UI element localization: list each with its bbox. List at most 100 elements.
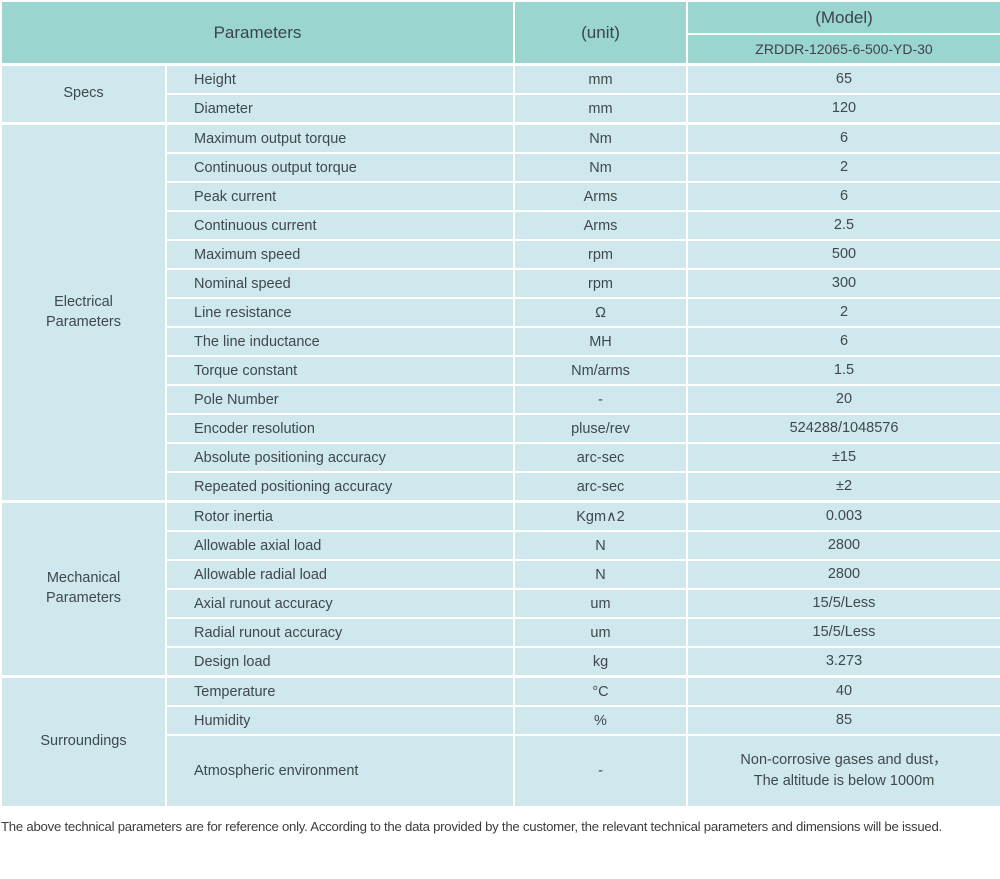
value-cell: 524288/1048576 xyxy=(686,413,1000,444)
table-row: Line resistance Ω 2 xyxy=(1,297,1000,328)
unit-cell: MH xyxy=(513,326,688,357)
unit-cell: pluse/rev xyxy=(513,413,688,444)
unit-cell: um xyxy=(513,588,688,619)
param-cell: Line resistance xyxy=(165,297,515,328)
table-row: Torque constant Nm/arms 1.5 xyxy=(1,355,1000,386)
value-cell: 1.5 xyxy=(686,355,1000,386)
param-cell: Axial runout accuracy xyxy=(165,588,515,619)
unit-cell: Nm/arms xyxy=(513,355,688,386)
table-row: Pole Number -20 xyxy=(1,384,1000,415)
param-cell: Radial runout accuracy xyxy=(165,617,515,648)
value-cell: 500 xyxy=(686,239,1000,270)
table-row: Humidity% 85 xyxy=(1,705,1000,736)
value-cell: 20 xyxy=(686,384,1000,415)
table-row: Electrical Parameters Maximum output torq… xyxy=(0,122,1000,503)
unit-cell: mm xyxy=(513,93,688,125)
header-row: Parameters (unit) (Model) xyxy=(0,0,1000,66)
unit-cell: Kgm∧2 xyxy=(513,500,688,532)
table-header: Parameters (unit) (Model) ZRDDR-12065-6-… xyxy=(0,0,1000,66)
value-cell: 3.273 xyxy=(686,646,1000,678)
unit-cell: Nm xyxy=(513,122,688,154)
table-row: Atmospheric environment - Non-corrosive ga… xyxy=(1,734,1000,808)
table-row: Absolute positioning accuracy arc-sec ±15 xyxy=(1,442,1000,473)
param-cell: Height xyxy=(165,63,515,95)
table-row: Allowable radial load N 2800 xyxy=(1,559,1000,590)
value-cell: 2.5 xyxy=(686,210,1000,241)
table-row: Encoder resolution pluse/rev 524288/104857… xyxy=(1,413,1000,444)
model-value-row: ZRDDR-12065-6-500-YD-30 xyxy=(1,33,1000,66)
unit-cell: - xyxy=(513,734,688,808)
param-cell: Encoder resolution xyxy=(165,413,515,444)
value-cell: ±15 xyxy=(686,442,1000,473)
value-cell: 2800 xyxy=(686,530,1000,561)
value-cell: 6 xyxy=(686,181,1000,212)
unit-cell: mm xyxy=(513,63,688,95)
table-row: Diameter mm 120 xyxy=(1,93,1000,125)
value-cell: 85 xyxy=(686,705,1000,736)
value-cell: Non-corrosive gases and dust， The altitu… xyxy=(686,734,1000,808)
table-row: Nominal speed rpm 300 xyxy=(1,268,1000,299)
table-row: Peak current Arms 6 xyxy=(1,181,1000,212)
value-cell: 15/5/Less xyxy=(686,617,1000,648)
param-cell: Allowable axial load xyxy=(165,530,515,561)
unit-cell: kg xyxy=(513,646,688,678)
table-row: Mechanical Parameters Rotor inertia Kgm∧2 0… xyxy=(0,500,1000,678)
unit-cell: Ω xyxy=(513,297,688,328)
unit-cell: Arms xyxy=(513,210,688,241)
group-label: Mechanical Parameters xyxy=(0,500,167,678)
unit-cell: - xyxy=(513,384,688,415)
group-label: Electrical Parameters xyxy=(0,122,167,503)
group-label: Surroundings xyxy=(0,675,167,808)
unit-cell: um xyxy=(513,617,688,648)
value-cell: 0.003 xyxy=(686,500,1000,532)
param-cell: Design load xyxy=(165,646,515,678)
value-cell: 2 xyxy=(686,297,1000,328)
unit-cell: N xyxy=(513,530,688,561)
table-row: Radial runout accuracy um 15/5/Less xyxy=(1,617,1000,648)
table-row: Maximum speed rpm 500 xyxy=(1,239,1000,270)
table-row: Surroundings Temperature °C 40 xyxy=(0,675,1000,808)
table-row: Continuous current Arms 2.5 xyxy=(1,210,1000,241)
value-cell: 6 xyxy=(686,326,1000,357)
value-cell: 120 xyxy=(686,93,1000,125)
param-cell: Nominal speed xyxy=(165,268,515,299)
param-cell: Allowable radial load xyxy=(165,559,515,590)
table-row: The line inductance MH 6 xyxy=(1,326,1000,357)
model-number: ZRDDR-12065-6-500-YD-30 xyxy=(686,33,1000,66)
parameters-column-header: Parameters xyxy=(0,0,515,66)
value-cell: 15/5/Less xyxy=(686,588,1000,619)
param-cell: Maximum output torque xyxy=(165,122,515,154)
value-cell: 6 xyxy=(686,122,1000,154)
table-row: Continuous output torque Nm 2 xyxy=(1,152,1000,183)
param-cell: Atmospheric environment xyxy=(165,734,515,808)
value-cell: 40 xyxy=(686,675,1000,707)
param-cell: Torque constant xyxy=(165,355,515,386)
table-row: Repeated positioning accuracy arc-sec ±2 xyxy=(1,471,1000,503)
group-label: Specs xyxy=(0,63,167,125)
value-cell: 2800 xyxy=(686,559,1000,590)
param-cell: Continuous output torque xyxy=(165,152,515,183)
param-cell: Temperature xyxy=(165,675,515,707)
param-cell: Continuous current xyxy=(165,210,515,241)
unit-cell: rpm xyxy=(513,268,688,299)
unit-cell: % xyxy=(513,705,688,736)
value-cell: 300 xyxy=(686,268,1000,299)
param-cell: Rotor inertia xyxy=(165,500,515,532)
value-cell: 65 xyxy=(686,63,1000,95)
table-row: Specs Height mm 65 xyxy=(0,63,1000,125)
param-cell: The line inductance xyxy=(165,326,515,357)
unit-cell: arc-sec xyxy=(513,471,688,503)
param-cell: Pole Number xyxy=(165,384,515,415)
unit-cell: °C xyxy=(513,675,688,707)
unit-cell: Arms xyxy=(513,181,688,212)
param-cell: Diameter xyxy=(165,93,515,125)
unit-cell: arc-sec xyxy=(513,442,688,473)
param-cell: Repeated positioning accuracy xyxy=(165,471,515,503)
unit-column-header: (unit) xyxy=(513,0,688,66)
param-cell: Humidity xyxy=(165,705,515,736)
param-cell: Peak current xyxy=(165,181,515,212)
param-cell: Maximum speed xyxy=(165,239,515,270)
parameters-table: Parameters (unit) (Model) ZRDDR-12065-6-… xyxy=(0,0,1000,808)
unit-cell: rpm xyxy=(513,239,688,270)
model-column-header: (Model) xyxy=(686,0,1000,36)
